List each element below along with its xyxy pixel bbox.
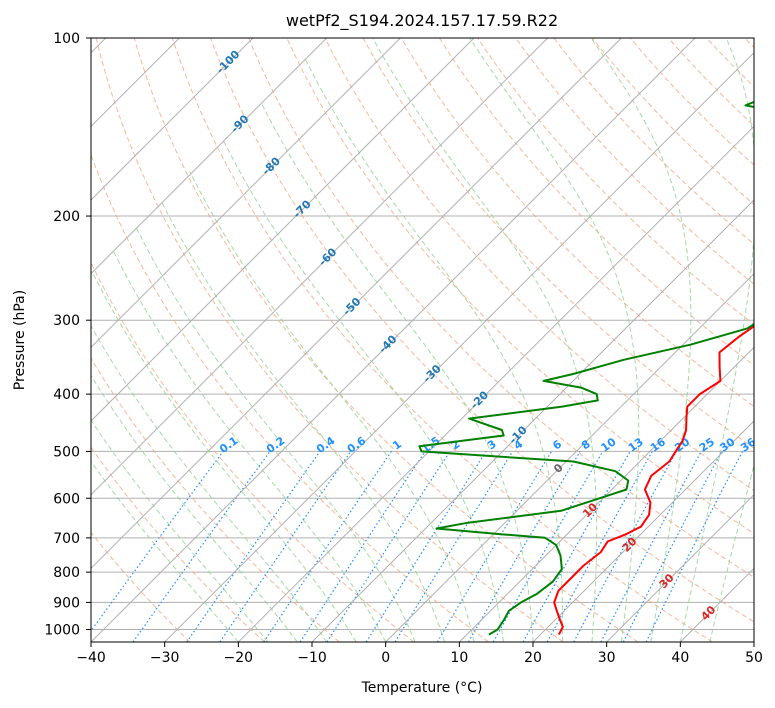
isotherm-line <box>532 420 754 642</box>
isotherm-line <box>311 199 754 642</box>
mixing-ratio-line <box>219 451 352 642</box>
moist-adiabat <box>91 271 357 642</box>
y-tick-label: 200 <box>53 209 80 225</box>
dry-adiabat <box>591 38 754 206</box>
moist-adiabat <box>679 38 754 642</box>
dry-adiabats <box>91 38 754 642</box>
x-axis: −40 −30 −20 −10 0 10 20 30 40 50 <box>76 642 763 666</box>
isotherm-line <box>385 272 754 642</box>
isotherm-line <box>91 38 622 570</box>
moist-adiabat <box>260 101 534 642</box>
isotherm-line <box>91 38 475 422</box>
moist-adiabat <box>304 57 564 642</box>
isotherm-line <box>91 38 549 496</box>
x-tick-label: 0 <box>381 650 390 666</box>
x-tick-label: −30 <box>150 650 180 666</box>
dry-adiabat <box>286 38 754 535</box>
x-axis-title: Temperature (°C) <box>361 680 483 696</box>
temperature-profile-line <box>553 325 754 636</box>
dry-adiabat <box>248 38 754 578</box>
isotherm-line <box>91 38 254 201</box>
moist-adiabat <box>91 324 328 642</box>
y-tick-label: 300 <box>53 313 80 329</box>
isotherm-line <box>237 125 754 642</box>
y-tick-label: 600 <box>53 491 80 507</box>
profile-series <box>418 100 754 636</box>
moist-adiabat <box>372 38 598 642</box>
mixing-ratio-line <box>365 451 487 642</box>
pressure-gridlines <box>91 38 754 630</box>
mixing-ratio-line <box>573 451 678 642</box>
dry-adiabat <box>553 38 754 245</box>
y-tick-label: 500 <box>53 444 80 460</box>
x-tick-label: 10 <box>450 650 468 666</box>
mixing-ratio-line <box>467 451 581 642</box>
mixing-ratio-line <box>522 451 631 642</box>
x-tick-label: 30 <box>598 650 616 666</box>
y-axis: 100 200 300 400 500 600 700 800 900 1000 <box>44 31 91 638</box>
moist-adiabat <box>222 138 504 642</box>
y-tick-label: 100 <box>53 31 80 47</box>
moist-adiabat <box>91 460 239 642</box>
x-tick-label: −40 <box>76 650 106 666</box>
y-tick-label: 1000 <box>44 622 80 638</box>
dry-adiabat <box>91 153 489 642</box>
x-tick-label: 40 <box>671 650 689 666</box>
dry-adiabat <box>91 531 191 642</box>
y-axis-title: Pressure (hPa) <box>12 290 28 390</box>
mixing-ratio-line <box>91 451 224 632</box>
moist-adiabat <box>135 225 416 642</box>
x-tick-label: 50 <box>745 650 763 666</box>
isotherm-line <box>91 38 696 642</box>
dry-adiabat <box>95 38 564 642</box>
moist-adiabat <box>91 419 269 642</box>
isotherm-line <box>458 346 754 642</box>
dry-adiabat <box>324 38 754 492</box>
dry-adiabat <box>171 38 713 642</box>
isotherm-line <box>164 51 754 642</box>
moist-adiabat <box>709 463 754 642</box>
moist-adiabat <box>112 249 387 642</box>
x-tick-label: −20 <box>224 650 254 666</box>
dry-adiabat <box>438 38 754 366</box>
y-tick-label: 900 <box>53 595 80 611</box>
y-tick-label: 700 <box>53 531 80 547</box>
dry-adiabat <box>91 261 415 642</box>
moist-adiabat <box>590 38 692 642</box>
dry-adiabat <box>400 38 754 408</box>
isotherms <box>91 38 754 642</box>
isotherm-line <box>91 38 328 275</box>
x-tick-label: 20 <box>524 650 542 666</box>
mixing-ratio-line <box>436 451 553 642</box>
isotherm-line <box>91 38 401 349</box>
mixing-ratio-line <box>326 451 451 642</box>
isotherm-line <box>606 493 754 642</box>
moist-adiabat <box>189 171 475 642</box>
chart-title: wetPf2_S194.2024.157.17.59.R22 <box>286 11 558 31</box>
x-tick-label: −10 <box>297 650 327 666</box>
y-tick-label: 400 <box>53 387 80 403</box>
plot-frame <box>90 37 755 643</box>
moist-adiabat <box>469 38 640 642</box>
mixing-ratio-line <box>132 451 271 642</box>
dewpoint-profile-line <box>418 100 754 636</box>
dry-adiabat <box>210 38 754 623</box>
dry-adiabat <box>477 38 754 326</box>
moist-adiabat <box>160 199 446 642</box>
dry-adiabat <box>91 357 340 642</box>
dry-adiabat <box>133 38 639 642</box>
y-tick-label: 800 <box>53 565 80 581</box>
mixing-ratio-line <box>394 451 514 642</box>
mixing-ratio-lines <box>91 451 744 642</box>
